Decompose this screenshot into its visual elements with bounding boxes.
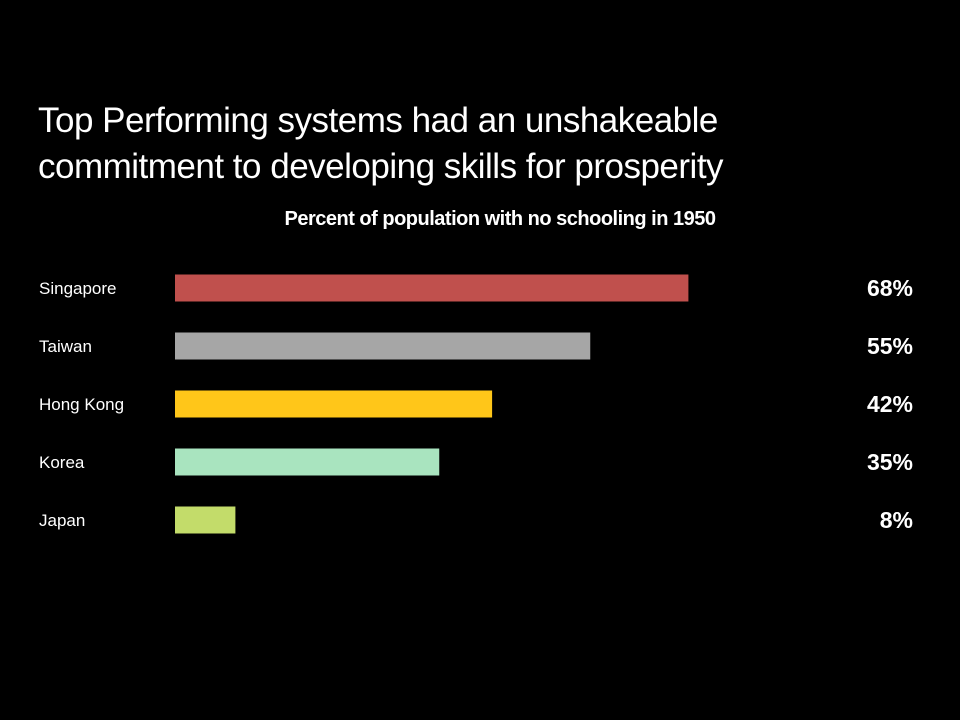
bar-korea	[175, 448, 440, 476]
bar-hong-kong	[175, 390, 493, 418]
category-label-taiwan: Taiwan	[39, 337, 92, 356]
slide-title: Top Performing systems had an unshakeabl…	[38, 98, 918, 190]
category-label-singapore: Singapore	[39, 279, 117, 298]
bar-japan	[175, 506, 236, 534]
value-label-korea: 35%	[867, 449, 913, 475]
value-label-singapore: 68%	[867, 275, 913, 301]
category-label-hong-kong: Hong Kong	[39, 395, 124, 414]
bar-taiwan	[175, 332, 591, 360]
value-label-japan: 8%	[880, 507, 913, 533]
value-label-hong-kong: 42%	[867, 391, 913, 417]
bar-singapore	[175, 274, 689, 302]
category-label-japan: Japan	[39, 511, 85, 530]
slide-title-line-2: commitment to developing skills for pros…	[38, 147, 724, 186]
chart-title: Percent of population with no schooling …	[284, 208, 716, 230]
value-label-taiwan: 55%	[867, 333, 913, 359]
category-label-korea: Korea	[39, 453, 85, 472]
slide-title-line-1: Top Performing systems had an unshakeabl…	[38, 101, 718, 140]
